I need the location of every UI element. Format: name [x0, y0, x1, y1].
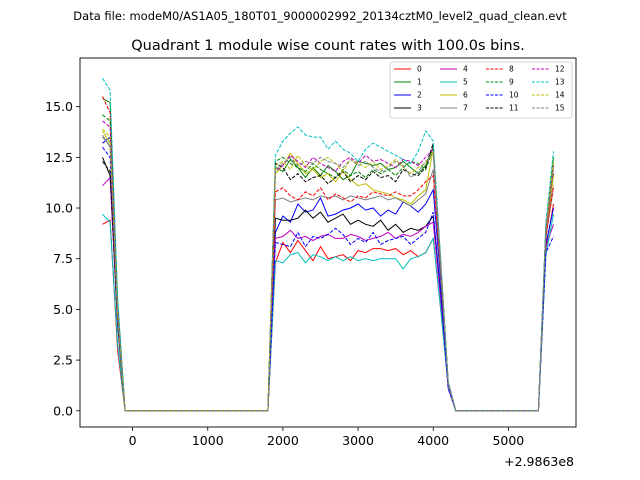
legend-label-5: 5: [463, 78, 468, 87]
x-tick-label: 3000: [342, 433, 374, 448]
legend-label-15: 15: [555, 104, 565, 113]
legend-label-14: 14: [555, 91, 565, 100]
x-tick-label: 4000: [417, 433, 449, 448]
legend-label-4: 4: [463, 65, 468, 74]
legend-label-11: 11: [509, 104, 519, 113]
chart-title: Quadrant 1 module wise count rates with …: [131, 38, 525, 54]
y-tick-label: 10.0: [45, 201, 73, 216]
legend-label-3: 3: [417, 104, 422, 113]
legend-label-6: 6: [463, 91, 468, 100]
x-axis-offset-label: +2.9863e8: [504, 454, 574, 469]
x-tick-label: 2000: [267, 433, 299, 448]
legend-label-0: 0: [417, 65, 422, 74]
legend-label-8: 8: [509, 65, 514, 74]
series-group: [102, 78, 554, 412]
y-tick-label: 2.5: [53, 353, 73, 368]
x-axis-ticks: 0 1000 2000 3000 4000 5000: [129, 427, 524, 448]
legend-label-10: 10: [509, 91, 519, 100]
x-tick-label: 5000: [492, 433, 524, 448]
legend-label-9: 9: [509, 78, 514, 87]
y-tick-label: 12.5: [45, 150, 73, 165]
x-tick-label: 0: [129, 433, 137, 448]
y-axis-ticks: 0.0 2.5 5.0 7.5 10.0 12.5 15.0: [45, 99, 80, 418]
chart-suptitle: Data file: modeM0/AS1A05_180T01_90000029…: [73, 9, 567, 23]
x-tick-label: 1000: [192, 433, 224, 448]
y-tick-label: 7.5: [53, 251, 73, 266]
legend-label-13: 13: [555, 78, 565, 87]
legend-label-7: 7: [463, 104, 468, 113]
plot-area-frame: [79, 57, 577, 428]
legend-label-1: 1: [417, 78, 422, 87]
legend-frame: [389, 61, 573, 119]
legend-label-2: 2: [417, 91, 422, 100]
series-line-15: [102, 136, 554, 412]
y-tick-label: 15.0: [45, 99, 73, 114]
y-tick-label: 0.0: [53, 403, 73, 418]
y-tick-label: 5.0: [53, 302, 73, 317]
legend-label-12: 12: [555, 65, 565, 74]
